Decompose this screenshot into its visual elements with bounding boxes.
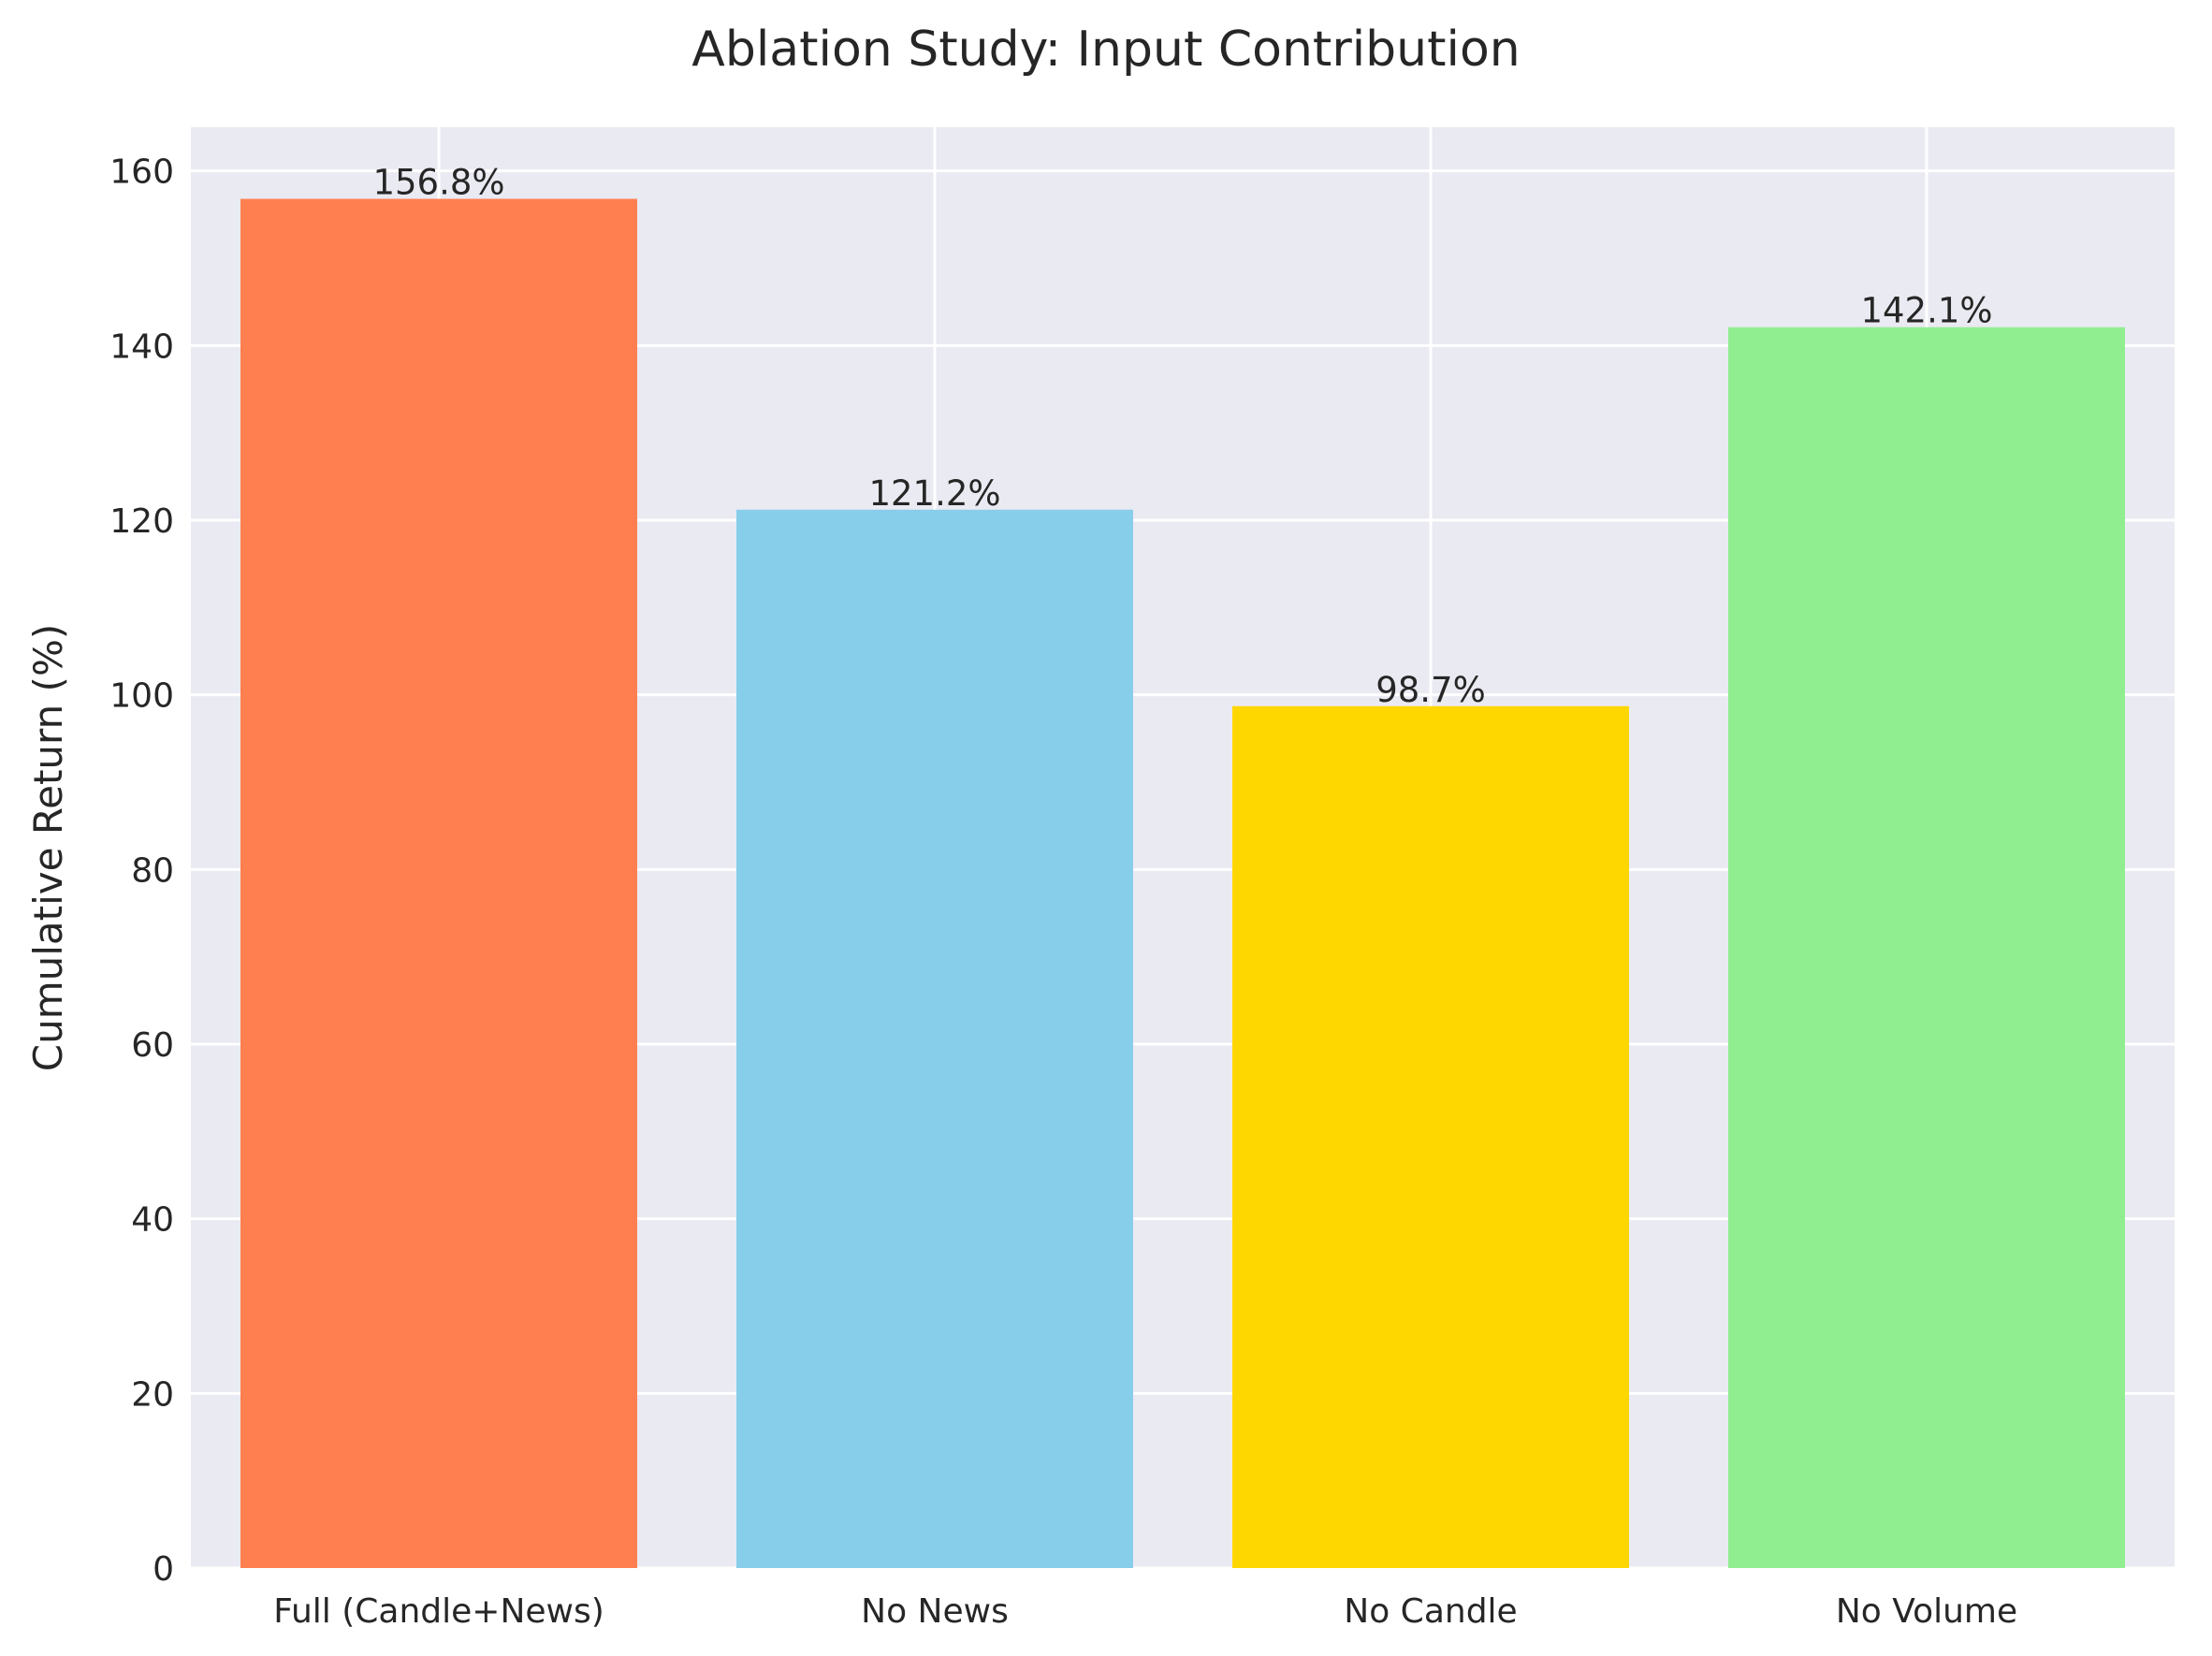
y-tick-label: 40: [131, 1201, 174, 1240]
y-axis-ticks: 0 20 40 60 80 100 120 140 160: [109, 153, 174, 1589]
bar: [1232, 705, 1629, 1568]
y-tick-label: 140: [109, 327, 174, 366]
bars: [240, 198, 2125, 1569]
x-tick-label: Full (Candle+News): [273, 1592, 604, 1631]
bar-value-label: 121.2%: [868, 473, 1000, 514]
x-tick-label: No Candle: [1344, 1592, 1517, 1631]
y-axis-label: Cumulative Return (%): [25, 624, 71, 1071]
x-tick-label: No Volume: [1836, 1592, 2017, 1631]
bar-value-label: 156.8%: [372, 163, 504, 203]
bar: [1728, 327, 2125, 1568]
y-tick-label: 0: [153, 1550, 174, 1589]
bar-value-label: 98.7%: [1375, 670, 1486, 710]
y-tick-label: 60: [131, 1026, 174, 1065]
y-tick-label: 160: [109, 153, 174, 192]
y-tick-label: 100: [109, 677, 174, 716]
bar-value-label: 142.1%: [1860, 291, 1992, 331]
y-tick-label: 80: [131, 851, 174, 890]
x-tick-label: No News: [861, 1592, 1009, 1631]
chart-title: Ablation Study: Input Contribution: [691, 22, 1520, 78]
x-axis-ticks: Full (Candle+News) No News No Candle No Vol…: [273, 1592, 2017, 1631]
y-tick-label: 120: [109, 502, 174, 541]
bar: [240, 198, 637, 1569]
value-labels: 156.8% 121.2% 98.7% 142.1%: [372, 163, 1992, 710]
bar: [736, 509, 1133, 1568]
y-tick-label: 20: [131, 1375, 174, 1414]
